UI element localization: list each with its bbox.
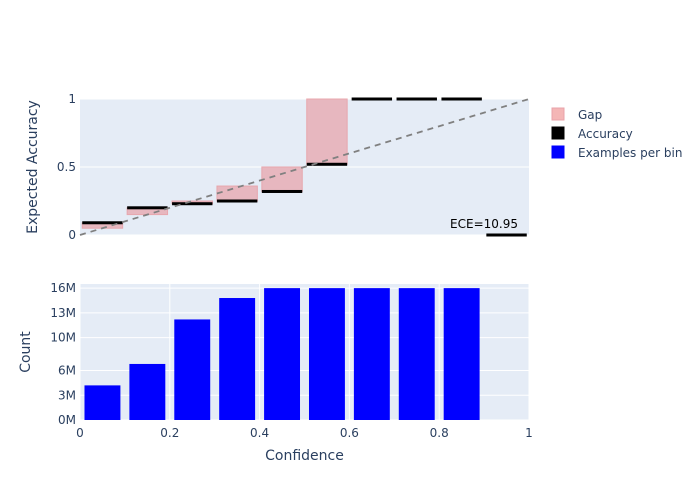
histogram-panel: 0M 3M 6M 10M 13M 16M 0 0.2 0.4 0.6 0.8 1 Count Con… — [18, 281, 533, 464]
accuracy-marker — [306, 162, 348, 166]
histogram-y-tick-label: 3M — [58, 388, 76, 402]
histogram-bar — [264, 288, 301, 420]
histogram-x-ticks: 0 0.2 0.4 0.6 0.8 1 — [76, 426, 533, 440]
histogram-bar — [129, 363, 166, 420]
gap-bar — [261, 166, 303, 192]
accuracy-marker — [441, 97, 482, 101]
histogram-x-tick-label: 0.4 — [250, 426, 269, 440]
histogram-x-tick-label: 0.2 — [160, 426, 179, 440]
accuracy-marker — [261, 189, 303, 193]
legend-label: Accuracy — [578, 127, 633, 141]
histogram-bar — [219, 298, 256, 420]
accuracy-marker — [82, 221, 123, 225]
ece-annotation: ECE=10.95 — [450, 217, 518, 231]
perfect-calibration-diagonal — [79, 98, 530, 236]
histogram-bar — [84, 385, 121, 420]
histogram-y-ticks: 0M 3M 6M 10M 13M 16M — [50, 281, 76, 427]
histogram-y-tick-label: 10M — [50, 331, 76, 345]
histogram-y-axis-title: Count — [18, 331, 34, 373]
histogram-bar — [353, 288, 390, 420]
accuracy-marker — [127, 206, 168, 210]
histogram-bars — [84, 288, 480, 420]
calibration-y-tick-label: 0.5 — [57, 160, 76, 174]
histogram-x-tick-label: 0 — [76, 426, 84, 440]
accuracy-marker — [486, 233, 527, 237]
legend-swatch — [551, 107, 565, 121]
histogram-x-tick-label: 1 — [525, 426, 533, 440]
histogram-y-tick-label: 0M — [58, 413, 76, 427]
calibration-y-ticks: 00.51 — [57, 92, 76, 242]
histogram-bar — [174, 319, 211, 420]
accuracy-markers — [82, 97, 527, 237]
gap-bar — [216, 185, 258, 202]
legend-swatch — [551, 145, 565, 159]
accuracy-marker — [172, 202, 213, 206]
calibration-y-axis-title: Expected Accuracy — [25, 100, 41, 234]
histogram-bar — [443, 288, 480, 420]
calibration-y-tick-label: 1 — [68, 92, 76, 106]
legend-swatch — [551, 126, 565, 140]
histogram-bar — [308, 288, 345, 420]
gap-bar — [306, 98, 348, 165]
calibration-y-tick-label: 0 — [68, 228, 76, 242]
accuracy-marker — [216, 199, 258, 203]
calibration-panel: 00.51 ECE=10.95 Expected Accuracy — [25, 92, 530, 242]
histogram-x-tick-label: 0.6 — [340, 426, 359, 440]
histogram-x-tick-label: 0.8 — [430, 426, 449, 440]
legend-label: Gap — [578, 108, 602, 122]
accuracy-marker — [351, 97, 393, 101]
legend-label: Examples per bin — [578, 146, 682, 160]
histogram-x-axis-title: Confidence — [265, 448, 344, 464]
accuracy-marker — [396, 97, 437, 101]
histogram-bar — [398, 288, 435, 420]
histogram-y-tick-label: 13M — [50, 306, 76, 320]
histogram-y-tick-label: 16M — [50, 281, 76, 295]
legend: Gap Accuracy Examples per bin — [551, 107, 682, 160]
histogram-y-tick-label: 6M — [58, 364, 76, 378]
